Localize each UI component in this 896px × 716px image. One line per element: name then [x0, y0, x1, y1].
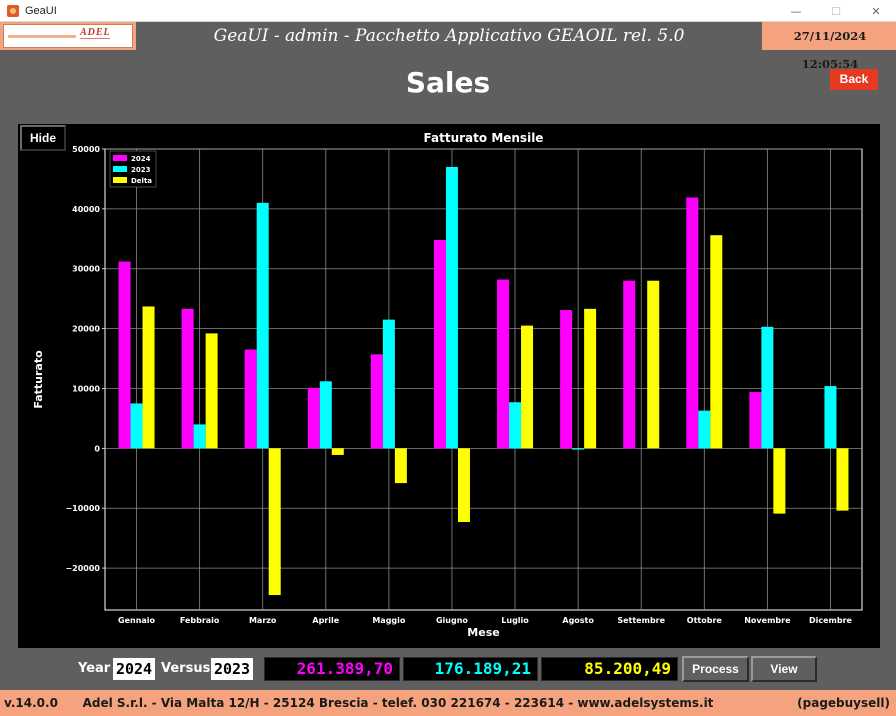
- year-input[interactable]: 2024: [113, 658, 155, 680]
- bar-delta-maggio: [394, 448, 407, 484]
- process-button[interactable]: Process: [682, 656, 749, 682]
- bar-2024-agosto: [560, 310, 573, 449]
- bar-delta-novembre: [773, 448, 786, 514]
- legend-label-2024: 2024: [131, 155, 151, 163]
- year-label: Year: [78, 661, 111, 676]
- y-tick-label: 40000: [72, 205, 100, 214]
- bar-delta-ottobre: [710, 235, 723, 449]
- bar-2024-ottobre: [686, 197, 699, 449]
- x-tick-label: Agosto: [562, 616, 594, 625]
- company-info: Adel S.r.l. - Via Malta 12/H - 25124 Bre…: [82, 696, 714, 710]
- page-id-label: (pagebuysell): [797, 696, 890, 710]
- y-tick-label: 50000: [72, 145, 100, 154]
- plot-area: [104, 148, 863, 611]
- logo-text: ADEL: [80, 27, 111, 38]
- bar-2023-febbraio: [193, 424, 206, 449]
- bar-delta-giugno: [457, 448, 470, 522]
- bar-2024-marzo: [244, 349, 257, 449]
- datetime-display: 27/11/2024 12:05:54: [793, 29, 867, 71]
- x-tick-label: Ottobre: [687, 616, 723, 625]
- bar-2023-ottobre: [698, 410, 711, 449]
- x-tick-label: Giugno: [436, 616, 468, 625]
- bar-2024-aprile: [307, 387, 320, 449]
- legend-swatch-delta: [113, 177, 127, 183]
- bar-delta-luglio: [521, 325, 534, 449]
- window-titlebar: GeaUI — ☐ ✕: [0, 0, 896, 22]
- x-axis-label: Mese: [467, 626, 499, 639]
- total-delta: 85.200,49: [541, 657, 678, 681]
- logo-underline: [80, 38, 110, 44]
- y-tick-label: 30000: [72, 265, 100, 274]
- company-logo: ADEL: [3, 24, 133, 48]
- bar-2024-maggio: [370, 354, 383, 449]
- chart-panel: −20000 −10000 0 10000 20000 30000 40000 50000 Ge…: [18, 124, 880, 648]
- sales-chart: −20000 −10000 0 10000 20000 30000 40000 50000 Ge…: [32, 131, 863, 639]
- y-tick-label: 20000: [72, 325, 100, 334]
- bar-2023-marzo: [256, 202, 269, 449]
- bar-delta-gennaio: [142, 306, 155, 449]
- y-tick-label: 0: [94, 444, 100, 453]
- versus-year-input[interactable]: 2023: [211, 658, 253, 680]
- y-tick-label: −10000: [65, 504, 100, 513]
- bar-delta-dicembre: [836, 448, 849, 511]
- app-title: GeaUI - admin - Pacchetto Applicativo GE…: [136, 22, 762, 50]
- bar-2023-giugno: [445, 166, 458, 449]
- bar-2023-luglio: [509, 402, 522, 449]
- bar-2023-aprile: [319, 381, 332, 449]
- bar-2023-maggio: [382, 319, 395, 449]
- bar-delta-marzo: [268, 448, 281, 596]
- x-tick-label: Aprile: [312, 616, 339, 625]
- bar-delta-aprile: [331, 448, 344, 455]
- back-button[interactable]: Back: [830, 69, 878, 90]
- maximize-icon[interactable]: ☐: [831, 4, 841, 18]
- close-icon[interactable]: ✕: [871, 4, 881, 18]
- x-tick-label: Settembre: [617, 616, 665, 625]
- window-title: GeaUI: [25, 4, 57, 17]
- app-header: ADEL GeaUI - admin - Pacchetto Applicati…: [0, 22, 896, 71]
- bar-delta-febbraio: [205, 333, 218, 449]
- total-2023: 176.189,21: [403, 657, 538, 681]
- y-tick-label: 10000: [72, 384, 100, 393]
- bar-2023-gennaio: [130, 403, 143, 449]
- controls-bar: Year 2024 Versus 2023 261.389,70 176.189…: [0, 655, 896, 683]
- logo-bar: [8, 35, 76, 38]
- bar-delta-settembre: [647, 280, 660, 449]
- legend-label-2023: 2023: [131, 166, 151, 174]
- bar-delta-agosto: [584, 308, 597, 449]
- total-2024: 261.389,70: [264, 657, 400, 681]
- x-tick-label: Novembre: [744, 616, 791, 625]
- bar-2024-febbraio: [181, 308, 194, 449]
- x-tick-label: Luglio: [501, 616, 529, 625]
- app-icon: [7, 4, 19, 17]
- y-tick-label: −20000: [65, 564, 100, 573]
- bar-2024-giugno: [433, 240, 446, 449]
- x-tick-label: Gennaio: [118, 616, 156, 625]
- legend-swatch-2024: [113, 155, 127, 161]
- x-tick-label: Maggio: [372, 616, 406, 625]
- chart-title: Fatturato Mensile: [424, 131, 544, 145]
- status-bar: v.14.0.0 Adel S.r.l. - Via Malta 12/H - …: [0, 690, 896, 716]
- bar-2023-dicembre: [824, 386, 837, 449]
- hide-button[interactable]: Hide: [20, 125, 66, 151]
- bar-2023-agosto: [572, 448, 585, 450]
- x-tick-label: Marzo: [249, 616, 277, 625]
- bar-2024-novembre: [749, 392, 762, 449]
- bar-2024-luglio: [497, 279, 510, 449]
- bar-2024-gennaio: [118, 261, 131, 449]
- bar-2023-novembre: [761, 326, 774, 449]
- version-label: v.14.0.0: [4, 696, 58, 710]
- legend-label-delta: Delta: [131, 177, 152, 185]
- x-tick-label: Dicembre: [809, 616, 853, 625]
- legend-swatch-2023: [113, 166, 127, 172]
- minimize-icon[interactable]: —: [790, 4, 802, 18]
- versus-label: Versus: [161, 661, 211, 676]
- view-button[interactable]: View: [751, 656, 817, 682]
- bar-2024-settembre: [623, 280, 636, 449]
- x-tick-label: Febbraio: [180, 616, 220, 625]
- y-axis-label: Fatturato: [32, 350, 45, 409]
- page-title: Sales: [405, 66, 491, 99]
